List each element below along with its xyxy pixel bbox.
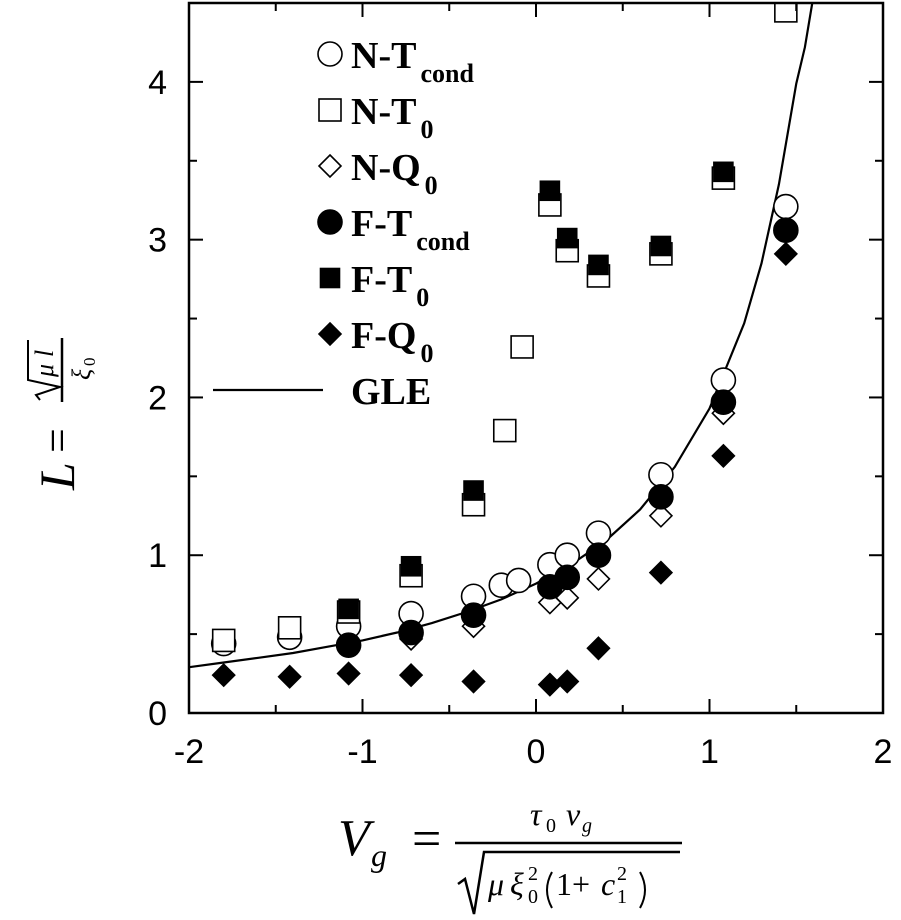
svg-text:V: V: [338, 810, 375, 867]
point-n-t-0: [511, 336, 533, 358]
y-tick-label: 0: [148, 695, 167, 733]
svg-text:0: 0: [546, 815, 556, 837]
svg-text:v: v: [566, 796, 581, 832]
point-f-t-0: [558, 229, 577, 248]
point-f-t-cond: [399, 621, 423, 645]
svg-text:l: l: [30, 350, 59, 357]
x-tick-label: -1: [347, 733, 377, 771]
point-n-t-cond: [711, 368, 735, 392]
svg-text:2: 2: [617, 863, 627, 885]
svg-text:L: L: [29, 462, 85, 491]
point-f-t-cond: [586, 543, 610, 567]
svg-text:μ: μ: [30, 364, 59, 378]
point-f-t-cond: [462, 603, 486, 627]
point-n-t-cond: [507, 568, 531, 592]
point-f-t-0: [540, 181, 559, 200]
svg-text:c: c: [601, 866, 615, 902]
point-f-t-cond: [774, 218, 798, 242]
y-tick-label: 1: [148, 537, 167, 575]
point-f-t-cond: [555, 565, 579, 589]
point-n-t-0: [279, 617, 301, 639]
svg-text:μ: μ: [487, 866, 504, 902]
point-n-t-cond: [555, 543, 579, 567]
point-f-t-cond: [649, 485, 673, 509]
svg-text:2: 2: [528, 863, 538, 885]
point-f-t-0: [589, 255, 608, 274]
y-tick-label: 3: [148, 222, 167, 260]
point-n-t-0: [494, 420, 516, 442]
point-n-t-0: [213, 629, 235, 651]
svg-text:ξ: ξ: [67, 368, 96, 380]
legend-swatch-n-t-cond: [318, 42, 342, 66]
point-f-t-0: [651, 236, 670, 255]
point-f-t-cond: [711, 390, 735, 414]
svg-text:1+: 1+: [556, 866, 590, 902]
point-f-t-0: [402, 557, 421, 576]
point-f-t-cond: [337, 633, 361, 657]
point-f-t-0: [714, 162, 733, 181]
svg-text:g: g: [582, 815, 592, 837]
svg-text:τ: τ: [530, 796, 543, 832]
svg-text:ξ: ξ: [510, 866, 524, 902]
legend-swatch-f-t-0: [321, 269, 340, 288]
legend-swatch-f-t-cond: [318, 210, 342, 234]
point-n-t-cond: [649, 463, 673, 487]
svg-text:0: 0: [80, 358, 99, 367]
svg-text:g: g: [371, 837, 387, 873]
y-tick-label: 4: [148, 64, 167, 102]
legend-label-gle: GLE: [351, 371, 431, 413]
svg-text:1: 1: [617, 886, 627, 908]
y-tick-label: 2: [148, 379, 167, 417]
point-n-t-cond: [774, 195, 798, 219]
x-tick-label: -2: [174, 733, 204, 771]
x-tick-label: 0: [527, 733, 546, 771]
x-tick-label: 1: [700, 733, 719, 771]
svg-text:=: =: [412, 811, 441, 868]
svg-text:0: 0: [528, 886, 538, 908]
svg-text:=: =: [33, 428, 82, 453]
x-tick-label: 2: [874, 733, 893, 771]
legend-swatch-n-t-0: [319, 99, 341, 121]
point-f-t-0: [464, 481, 483, 500]
point-f-t-0: [339, 599, 358, 618]
point-n-t-cond: [586, 521, 610, 545]
